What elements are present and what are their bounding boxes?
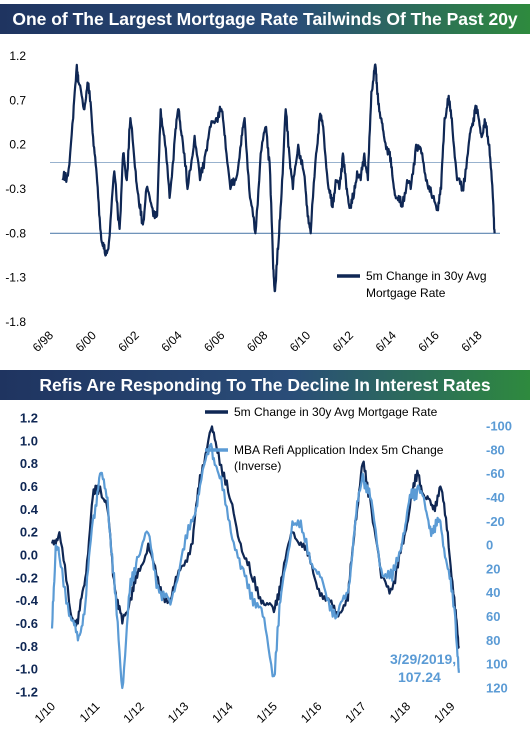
chart1-legend-label-line1: 5m Change in 30y Avg bbox=[366, 269, 487, 283]
chart2-annotation-line1: 3/29/2019, bbox=[390, 651, 456, 667]
chart2-legend-label-rate: 5m Change in 30y Avg Mortgage Rate bbox=[234, 405, 438, 419]
chart1-y-tick-label: -1.3 bbox=[5, 271, 26, 285]
chart1-x-tick-label: 6/06 bbox=[201, 328, 228, 355]
chart1-x-tick-label: 6/12 bbox=[330, 328, 357, 355]
chart2-left-y-tick-label: -0.4 bbox=[16, 593, 39, 608]
chart1-y-axis: 1.2 0.7 0.2 -0.3 -0.8 -1.3 -1.8 bbox=[5, 49, 26, 329]
chart2-right-y-tick-label: -100 bbox=[486, 419, 512, 434]
chart2-legend-label-refi-line2: (Inverse) bbox=[234, 459, 281, 473]
chart2-left-y-tick-label: -0.8 bbox=[16, 639, 38, 654]
chart1-x-tick-label: 6/10 bbox=[287, 328, 314, 355]
chart1-x-tick-label: 6/14 bbox=[373, 328, 400, 355]
chart2-x-tick-label: 1/10 bbox=[32, 699, 59, 726]
chart1-legend-label-line2: Mortgage Rate bbox=[366, 286, 446, 300]
chart2-right-y-tick-label: -60 bbox=[486, 466, 505, 481]
chart1-legend: 5m Change in 30y Avg Mortgage Rate bbox=[337, 269, 487, 300]
chart2-right-y-axis: -100 -80 -60 -40 -20 0 20 40 60 80 100 120 bbox=[486, 419, 512, 696]
chart1-x-tick-label: 6/98 bbox=[30, 328, 57, 355]
chart2-right-y-tick-label: 60 bbox=[486, 609, 500, 624]
chart2-annotation-line2: 107.24 bbox=[398, 669, 441, 685]
chart2-right-y-tick-label: 80 bbox=[486, 633, 500, 648]
chart2-x-tick-label: 1/18 bbox=[387, 699, 414, 726]
chart1-x-axis: 6/98 6/00 6/02 6/04 6/06 6/08 6/10 6/12 6/14 6/16… bbox=[30, 328, 485, 355]
chart1-series-group bbox=[61, 63, 496, 293]
chart1-svg: 1.20.70.2-0.3-0.8-1.3-1.8 6/98 6/00 6/02 6/… bbox=[5, 49, 500, 355]
chart2-left-y-tick-label: 0.4 bbox=[20, 502, 39, 517]
chart2-x-tick-label: 1/13 bbox=[165, 699, 192, 726]
chart2-left-y-tick-label: 1.0 bbox=[20, 433, 38, 448]
chart2-x-tick-label: 1/15 bbox=[254, 699, 281, 726]
chart2-x-tick-label: 1/16 bbox=[298, 699, 325, 726]
chart1-x-tick-label: 6/04 bbox=[158, 328, 185, 355]
chart2-right-y-tick-label: 40 bbox=[486, 585, 500, 600]
chart2-left-y-tick-label: 0.6 bbox=[20, 479, 38, 494]
chart1-x-tick-label: 6/08 bbox=[244, 328, 271, 355]
chart2-left-y-tick-label: -1.2 bbox=[16, 685, 38, 700]
chart2-left-y-tick-label: -1.0 bbox=[16, 662, 38, 677]
chart2-legend: 5m Change in 30y Avg Mortgage Rate MBA R… bbox=[205, 405, 444, 473]
chart2-x-tick-label: 1/14 bbox=[209, 699, 236, 726]
chart2-right-y-tick-label: -80 bbox=[486, 442, 505, 457]
chart2-x-tick-label: 1/11 bbox=[77, 699, 103, 725]
chart2-left-y-tick-label: 0.2 bbox=[20, 525, 38, 540]
chart2-series-line-refi bbox=[50, 442, 460, 690]
chart2-series-group bbox=[50, 425, 460, 690]
chart1-y-tick-label: 1.2 bbox=[9, 49, 26, 63]
chart1-x-tick-label: 6/02 bbox=[115, 328, 142, 355]
chart1-y-tick-label: -0.8 bbox=[5, 226, 26, 240]
chart2-left-y-tick-label: 1.2 bbox=[20, 411, 38, 426]
chart1-y-tick-label: -0.3 bbox=[5, 182, 26, 196]
chart2-x-tick-label: 1/12 bbox=[121, 699, 148, 726]
chart2-left-y-axis: 1.2 1.0 0.8 0.6 0.4 0.2 0.0 -0.2 -0.4 -0.6 -0.8 -1.… bbox=[16, 411, 39, 700]
chart1-x-tick-label: 6/16 bbox=[415, 328, 442, 355]
chart2-legend-label-refi-line1: MBA Refi Application Index 5m Change bbox=[234, 443, 444, 457]
chart1-y-tick-label: -1.8 bbox=[5, 315, 26, 329]
chart2-x-tick-label: 1/19 bbox=[431, 699, 458, 726]
chart2-right-y-tick-label: -40 bbox=[486, 490, 505, 505]
chart1-x-tick-label: 6/00 bbox=[73, 328, 100, 355]
chart2-right-y-tick-label: 0 bbox=[486, 538, 493, 553]
chart1-series-line bbox=[61, 63, 496, 293]
chart2-left-y-tick-label: -0.6 bbox=[16, 616, 38, 631]
chart2-left-y-tick-label: 0.8 bbox=[20, 456, 38, 471]
chart1-x-tick-label: 6/18 bbox=[458, 328, 485, 355]
chart2-right-y-tick-label: 120 bbox=[486, 681, 508, 696]
chart2-right-y-tick-label: -20 bbox=[486, 514, 505, 529]
chart2-right-y-tick-label: 100 bbox=[486, 657, 508, 672]
chart1-y-tick-label: 0.7 bbox=[9, 93, 26, 107]
chart2-x-axis: 1/10 1/11 1/12 1/13 1/14 1/15 1/16 1/17 1/18 1/19 bbox=[32, 699, 458, 726]
chart2-title: Refis Are Responding To The Decline In I… bbox=[0, 370, 530, 400]
chart2-svg: 1.2 1.0 0.8 0.6 0.4 0.2 0.0 -0.2 -0.4 -0.6 -0.8 -1.… bbox=[16, 405, 512, 726]
chart1-title: One of The Largest Mortgage Rate Tailwin… bbox=[0, 4, 530, 34]
chart2-x-tick-label: 1/17 bbox=[342, 699, 369, 726]
chart2-left-y-tick-label: 0.0 bbox=[20, 548, 38, 563]
chart1-y-tick-label: 0.2 bbox=[9, 138, 26, 152]
chart2-left-y-tick-label: -0.2 bbox=[16, 570, 38, 585]
chart2-right-y-tick-label: 20 bbox=[486, 561, 500, 576]
